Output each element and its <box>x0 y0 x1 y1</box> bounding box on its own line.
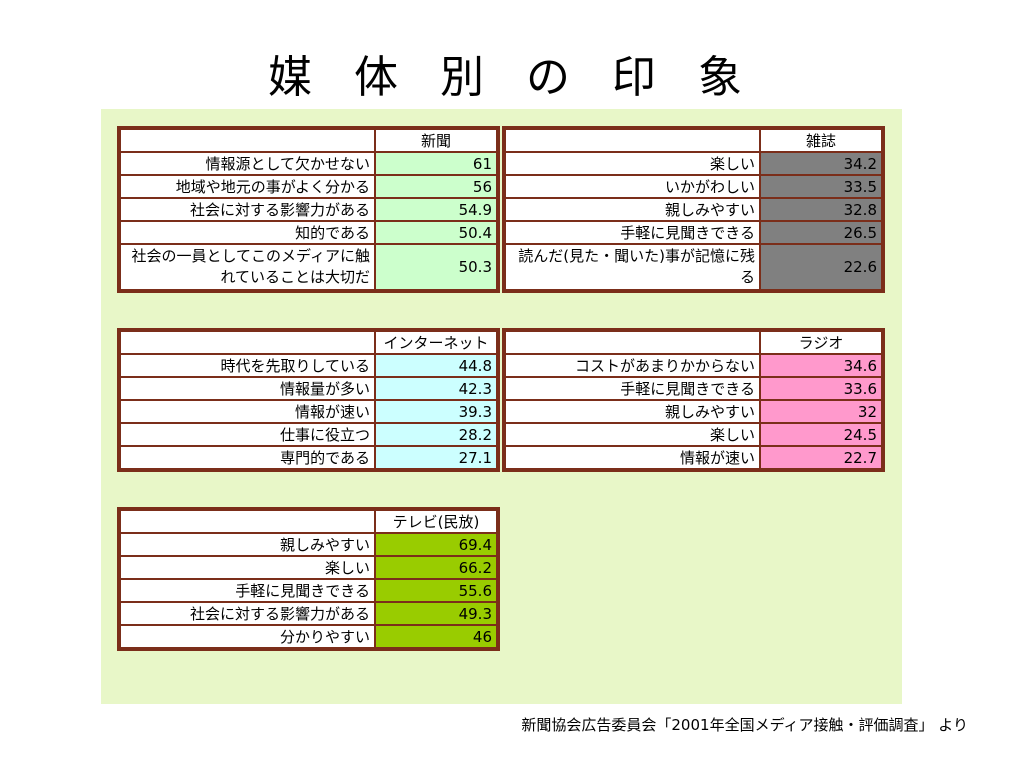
table-row: 分かりやすい 46 <box>120 625 497 648</box>
row-value: 50.4 <box>375 221 497 244</box>
table-row: 情報量が多い 42.3 <box>120 377 497 400</box>
row-value: 61 <box>375 152 497 175</box>
table-row: 専門的である 27.1 <box>120 446 497 469</box>
row-label: 社会に対する影響力がある <box>120 602 375 625</box>
table-row: 楽しい 24.5 <box>505 423 882 446</box>
row-value: 33.6 <box>760 377 882 400</box>
header-blank-cell <box>505 129 760 152</box>
row-label: 情報が速い <box>120 400 375 423</box>
row-value: 27.1 <box>375 446 497 469</box>
row-label: 専門的である <box>120 446 375 469</box>
row-label: 楽しい <box>505 152 760 175</box>
row-value: 22.7 <box>760 446 882 469</box>
row-label: 手軽に見聞きできる <box>505 377 760 400</box>
row-label: 親しみやすい <box>505 198 760 221</box>
table-row: 手軽に見聞きできる 26.5 <box>505 221 882 244</box>
row-value: 32 <box>760 400 882 423</box>
row-value: 34.6 <box>760 354 882 377</box>
header-blank-cell <box>505 331 760 354</box>
row-label: 親しみやすい <box>505 400 760 423</box>
row-label: コストがあまりかからない <box>505 354 760 377</box>
radio-header: ラジオ <box>760 331 882 354</box>
row-label: 手軽に見聞きできる <box>120 579 375 602</box>
table-row: 情報が速い 22.7 <box>505 446 882 469</box>
table-row: いかがわしい 33.5 <box>505 175 882 198</box>
row-label: 地域や地元の事がよく分かる <box>120 175 375 198</box>
row-value: 28.2 <box>375 423 497 446</box>
table-row: 情報が速い 39.3 <box>120 400 497 423</box>
table-row: 手軽に見聞きできる 33.6 <box>505 377 882 400</box>
row-value: 44.8 <box>375 354 497 377</box>
magazine-table: 雑誌 楽しい 34.2 いかがわしい 33.5 親しみやすい 32.8 手軽に見… <box>502 126 885 293</box>
source-note: 新聞協会広告委員会「2001年全国メディア接触・評価調査」 より <box>521 716 968 734</box>
row-label: 分かりやすい <box>120 625 375 648</box>
row-label: 読んだ(見た・聞いた)事が記憶に残る <box>505 244 760 290</box>
table-row: 仕事に役立つ 28.2 <box>120 423 497 446</box>
row-label: 親しみやすい <box>120 533 375 556</box>
row-value: 69.4 <box>375 533 497 556</box>
row-label: 楽しい <box>120 556 375 579</box>
row-label: 情報量が多い <box>120 377 375 400</box>
row-value: 39.3 <box>375 400 497 423</box>
tv-table: テレビ(民放) 親しみやすい 69.4 楽しい 66.2 手軽に見聞きできる 5… <box>117 507 500 651</box>
internet-header: インターネット <box>375 331 497 354</box>
tv-header: テレビ(民放) <box>375 510 497 533</box>
row-value: 26.5 <box>760 221 882 244</box>
slide-title: 媒 体 別 の 印 象 <box>268 52 756 103</box>
row-label: いかがわしい <box>505 175 760 198</box>
header-blank-cell <box>120 331 375 354</box>
row-value: 55.6 <box>375 579 497 602</box>
row-value: 33.5 <box>760 175 882 198</box>
row-label: 社会の一員としてこのメディアに触れていることは大切だ <box>120 244 375 290</box>
internet-table: インターネット 時代を先取りしている 44.8 情報量が多い 42.3 情報が速… <box>117 328 500 472</box>
row-label: 仕事に役立つ <box>120 423 375 446</box>
row-value: 32.8 <box>760 198 882 221</box>
row-label: 情報が速い <box>505 446 760 469</box>
table-row: 楽しい 66.2 <box>120 556 497 579</box>
magazine-header: 雑誌 <box>760 129 882 152</box>
table-header-row: インターネット <box>120 331 497 354</box>
row-label: 時代を先取りしている <box>120 354 375 377</box>
table-row: 時代を先取りしている 44.8 <box>120 354 497 377</box>
table-header-row: 新聞 <box>120 129 497 152</box>
header-blank-cell <box>120 129 375 152</box>
row-value: 22.6 <box>760 244 882 290</box>
row-label: 社会に対する影響力がある <box>120 198 375 221</box>
row-value: 50.3 <box>375 244 497 290</box>
row-value: 49.3 <box>375 602 497 625</box>
row-label: 知的である <box>120 221 375 244</box>
table-header-row: ラジオ <box>505 331 882 354</box>
table-row: 社会の一員としてこのメディアに触れていることは大切だ 50.3 <box>120 244 497 290</box>
row-value: 46 <box>375 625 497 648</box>
table-row: 地域や地元の事がよく分かる 56 <box>120 175 497 198</box>
radio-table: ラジオ コストがあまりかからない 34.6 手軽に見聞きできる 33.6 親しみ… <box>502 328 885 472</box>
row-value: 56 <box>375 175 497 198</box>
table-row: 楽しい 34.2 <box>505 152 882 175</box>
table-row: 社会に対する影響力がある 49.3 <box>120 602 497 625</box>
table-row: コストがあまりかからない 34.6 <box>505 354 882 377</box>
table-row: 親しみやすい 69.4 <box>120 533 497 556</box>
table-header-row: テレビ(民放) <box>120 510 497 533</box>
row-value: 42.3 <box>375 377 497 400</box>
table-row: 手軽に見聞きできる 55.6 <box>120 579 497 602</box>
table-row: 知的である 50.4 <box>120 221 497 244</box>
table-row: 情報源として欠かせない 61 <box>120 152 497 175</box>
row-label: 情報源として欠かせない <box>120 152 375 175</box>
table-row: 社会に対する影響力がある 54.9 <box>120 198 497 221</box>
row-label: 楽しい <box>505 423 760 446</box>
table-row: 読んだ(見た・聞いた)事が記憶に残る 22.6 <box>505 244 882 290</box>
table-header-row: 雑誌 <box>505 129 882 152</box>
row-value: 54.9 <box>375 198 497 221</box>
table-row: 親しみやすい 32 <box>505 400 882 423</box>
header-blank-cell <box>120 510 375 533</box>
row-label: 手軽に見聞きできる <box>505 221 760 244</box>
row-value: 34.2 <box>760 152 882 175</box>
table-row: 親しみやすい 32.8 <box>505 198 882 221</box>
row-value: 24.5 <box>760 423 882 446</box>
newspaper-table: 新聞 情報源として欠かせない 61 地域や地元の事がよく分かる 56 社会に対す… <box>117 126 500 293</box>
newspaper-header: 新聞 <box>375 129 497 152</box>
row-value: 66.2 <box>375 556 497 579</box>
